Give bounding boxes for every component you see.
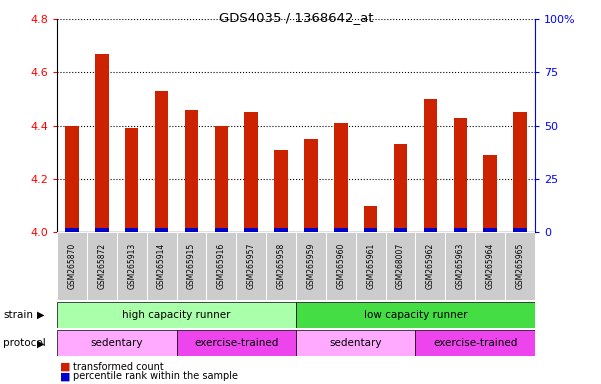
Bar — [274, 150, 288, 232]
Text: exercise-trained: exercise-trained — [433, 338, 517, 348]
Bar — [304, 228, 318, 232]
Text: GSM265872: GSM265872 — [97, 243, 106, 289]
Bar — [334, 228, 347, 232]
Bar — [386, 232, 415, 300]
Text: percentile rank within the sample: percentile rank within the sample — [73, 371, 239, 381]
Bar — [66, 126, 79, 232]
Bar — [245, 113, 258, 232]
Text: protocol: protocol — [3, 338, 46, 348]
Bar — [513, 228, 526, 232]
Text: GSM265913: GSM265913 — [127, 243, 136, 289]
Text: strain: strain — [3, 310, 33, 320]
Bar — [185, 110, 198, 232]
Bar — [296, 330, 415, 356]
Bar — [483, 155, 497, 232]
Bar — [475, 232, 505, 300]
Bar — [415, 232, 445, 300]
Bar — [117, 232, 147, 300]
Bar — [57, 302, 296, 328]
Bar — [177, 330, 296, 356]
Text: GSM265959: GSM265959 — [307, 243, 316, 289]
Bar — [394, 228, 407, 232]
Bar — [415, 330, 535, 356]
Bar — [206, 232, 236, 300]
Bar — [87, 232, 117, 300]
Bar — [304, 139, 318, 232]
Text: GSM265961: GSM265961 — [366, 243, 375, 289]
Text: GSM268007: GSM268007 — [396, 243, 405, 289]
Bar — [296, 232, 326, 300]
Bar — [215, 126, 228, 232]
Text: ■: ■ — [60, 362, 70, 372]
Text: ■: ■ — [60, 371, 70, 381]
Bar — [245, 228, 258, 232]
Bar — [364, 228, 377, 232]
Bar — [57, 232, 87, 300]
Bar — [364, 206, 377, 232]
Text: low capacity runner: low capacity runner — [364, 310, 467, 320]
Bar — [66, 228, 79, 232]
Bar — [334, 123, 347, 232]
Text: sedentary: sedentary — [91, 338, 143, 348]
Text: GSM265915: GSM265915 — [187, 243, 196, 289]
Bar — [505, 232, 535, 300]
Text: GSM265916: GSM265916 — [217, 243, 226, 289]
Bar — [236, 232, 266, 300]
Bar — [125, 228, 138, 232]
Bar — [95, 54, 109, 232]
Bar — [147, 232, 177, 300]
Bar — [95, 228, 109, 232]
Text: transformed count: transformed count — [73, 362, 164, 372]
Bar — [57, 330, 177, 356]
Text: GSM265957: GSM265957 — [246, 243, 255, 289]
Bar — [454, 228, 467, 232]
Text: ▶: ▶ — [37, 310, 44, 320]
Bar — [296, 302, 535, 328]
Text: GDS4035 / 1368642_at: GDS4035 / 1368642_at — [219, 12, 373, 25]
Bar — [274, 228, 288, 232]
Bar — [356, 232, 386, 300]
Text: GSM265960: GSM265960 — [337, 243, 346, 289]
Text: ▶: ▶ — [37, 338, 44, 348]
Text: GSM265964: GSM265964 — [486, 243, 495, 289]
Text: GSM265958: GSM265958 — [276, 243, 285, 289]
Text: GSM265963: GSM265963 — [456, 243, 465, 289]
Bar — [155, 228, 168, 232]
Bar — [394, 144, 407, 232]
Bar — [424, 99, 437, 232]
Bar — [215, 228, 228, 232]
Bar — [326, 232, 356, 300]
Bar — [445, 232, 475, 300]
Text: GSM265870: GSM265870 — [67, 243, 76, 289]
Bar — [125, 128, 138, 232]
Bar — [483, 228, 497, 232]
Text: sedentary: sedentary — [329, 338, 382, 348]
Text: GSM265914: GSM265914 — [157, 243, 166, 289]
Bar — [266, 232, 296, 300]
Bar — [454, 118, 467, 232]
Bar — [185, 228, 198, 232]
Bar — [177, 232, 206, 300]
Bar — [155, 91, 168, 232]
Text: high capacity runner: high capacity runner — [122, 310, 231, 320]
Text: GSM265965: GSM265965 — [516, 243, 525, 289]
Bar — [513, 113, 526, 232]
Text: GSM265962: GSM265962 — [426, 243, 435, 289]
Bar — [424, 228, 437, 232]
Text: exercise-trained: exercise-trained — [194, 338, 278, 348]
